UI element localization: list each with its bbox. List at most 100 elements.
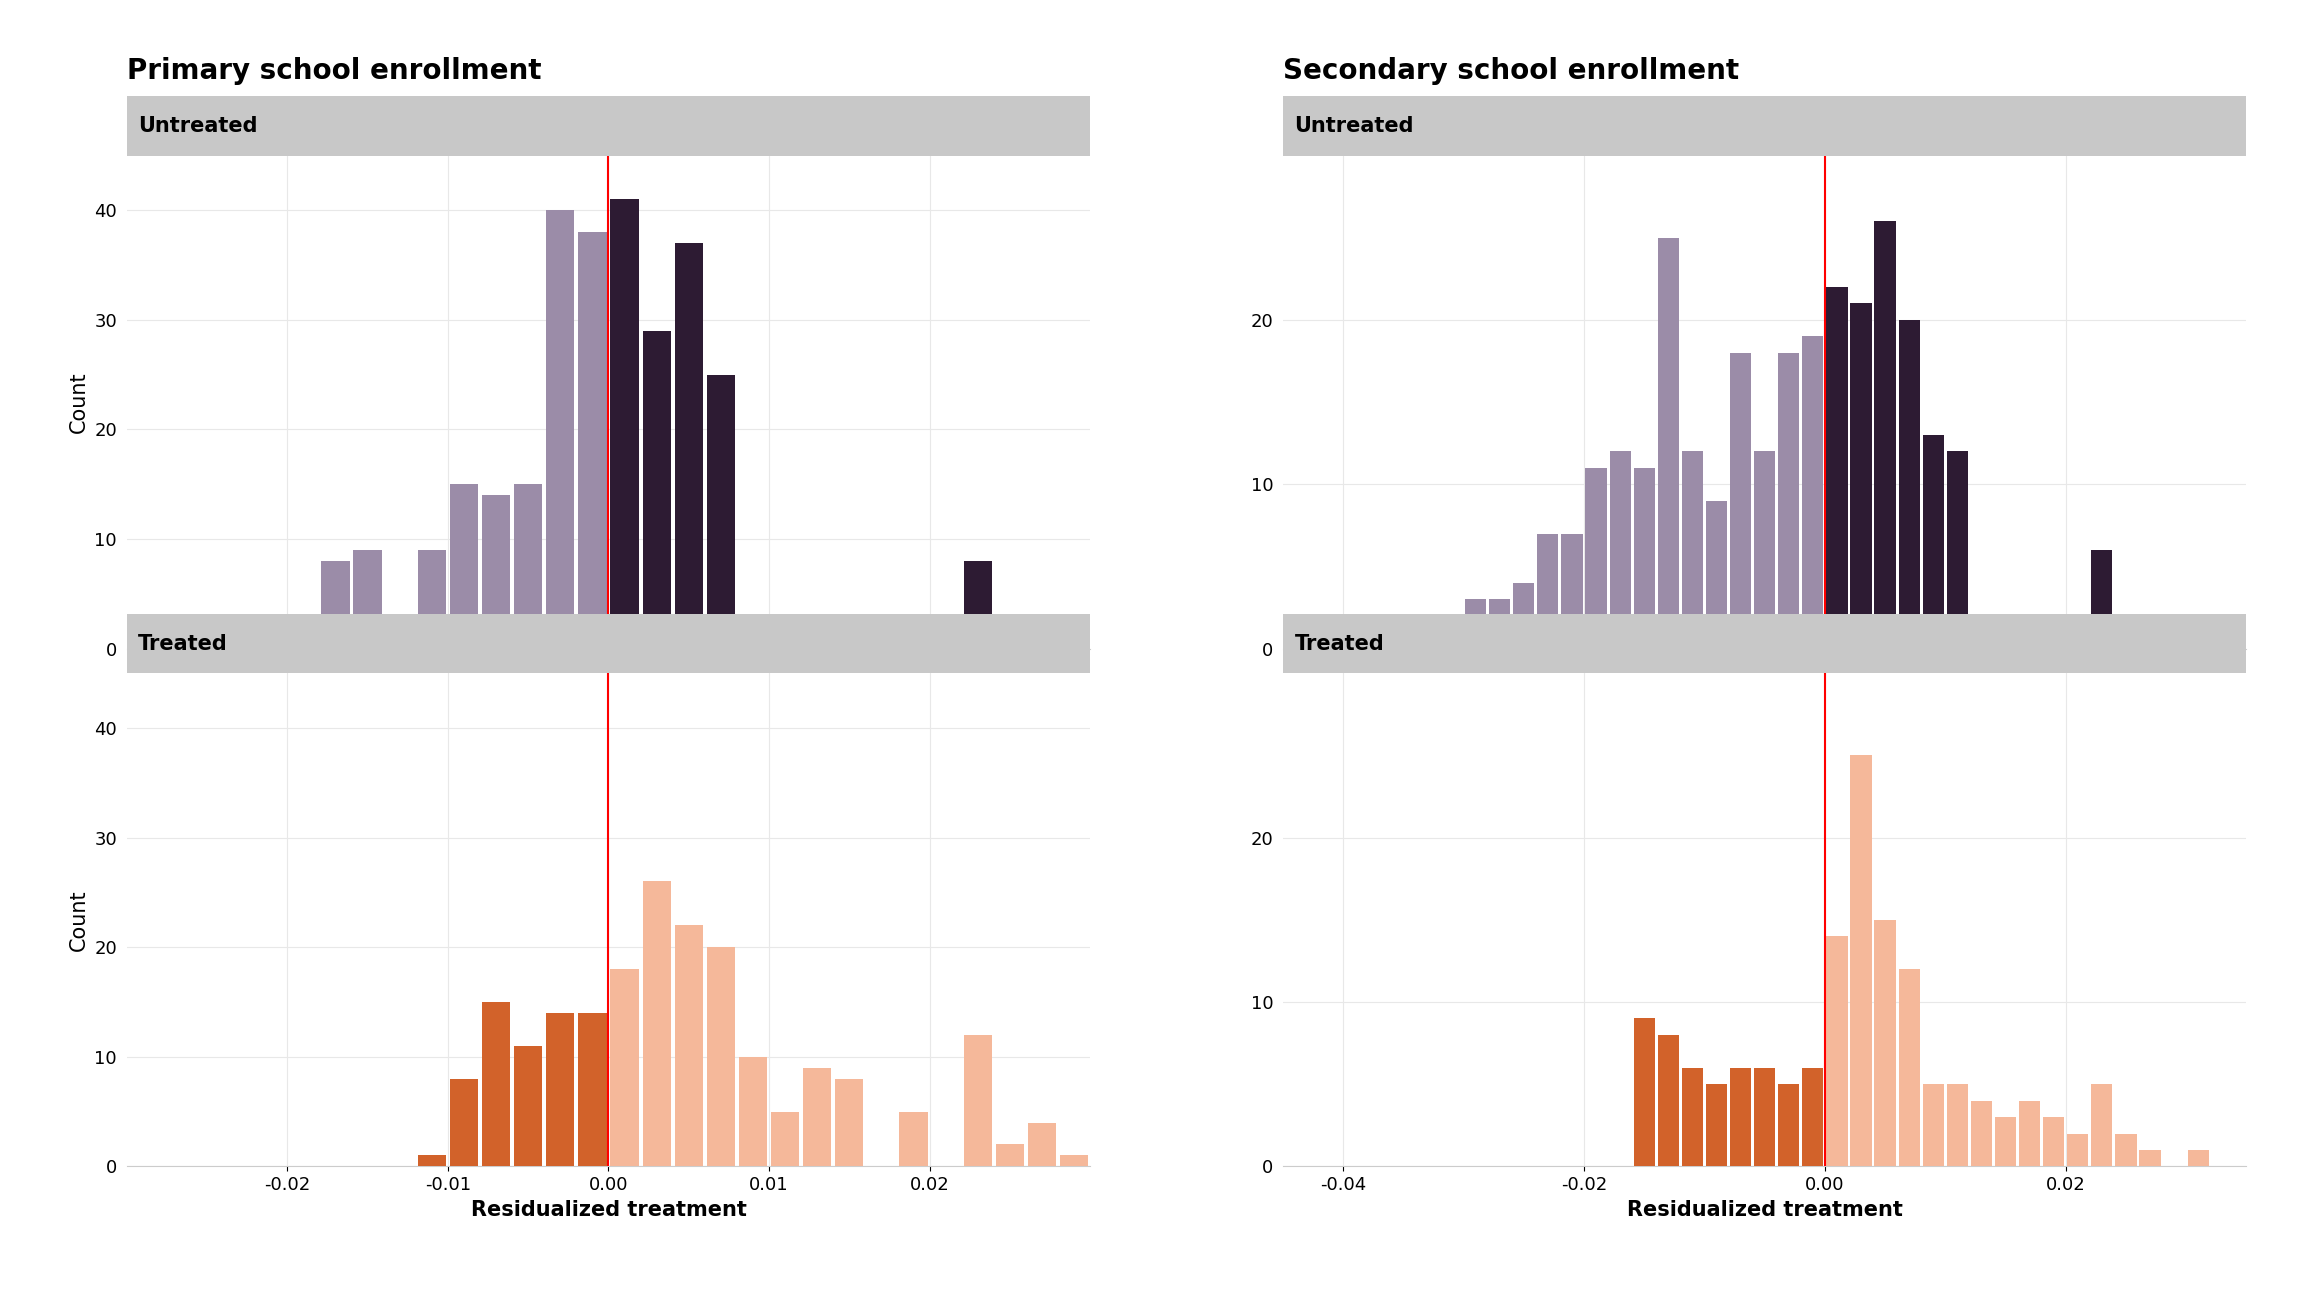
Bar xyxy=(675,925,703,1166)
Bar xyxy=(1922,435,1945,648)
Bar xyxy=(385,616,415,648)
Bar xyxy=(1657,1036,1680,1166)
Bar xyxy=(740,1056,767,1166)
Bar xyxy=(1610,451,1631,648)
Bar xyxy=(611,969,638,1166)
Bar xyxy=(2018,1100,2041,1166)
Bar xyxy=(2067,616,2087,648)
Bar xyxy=(1970,632,1993,648)
Bar xyxy=(1898,320,1919,648)
Bar xyxy=(1682,451,1703,648)
Bar xyxy=(210,638,237,648)
FancyBboxPatch shape xyxy=(127,96,1090,156)
Bar xyxy=(1753,1068,1776,1166)
Bar xyxy=(1802,337,1822,648)
Bar xyxy=(1537,534,1558,648)
Bar xyxy=(2092,550,2113,648)
Bar xyxy=(995,1144,1023,1166)
Bar xyxy=(1634,1019,1654,1166)
Bar xyxy=(1465,599,1486,648)
Text: Primary school enrollment: Primary school enrollment xyxy=(127,57,541,86)
Bar xyxy=(643,330,670,648)
Bar xyxy=(482,1002,509,1166)
Bar xyxy=(963,561,993,648)
Bar xyxy=(578,1013,606,1166)
Bar xyxy=(611,200,638,648)
Bar xyxy=(1898,969,1919,1166)
Bar xyxy=(1779,353,1799,648)
Bar xyxy=(578,232,606,648)
FancyBboxPatch shape xyxy=(1283,614,2246,674)
Bar xyxy=(290,627,318,648)
Bar xyxy=(1947,1085,1968,1166)
Bar xyxy=(836,1078,864,1166)
Bar xyxy=(417,550,447,648)
Bar xyxy=(514,485,541,648)
Bar xyxy=(707,375,735,648)
Bar xyxy=(482,495,509,648)
Bar xyxy=(1753,451,1776,648)
Bar xyxy=(514,1046,541,1166)
Bar xyxy=(1802,1068,1822,1166)
Bar xyxy=(546,1013,574,1166)
Bar xyxy=(675,244,703,648)
Bar xyxy=(740,638,767,648)
Bar xyxy=(1947,451,1968,648)
Bar xyxy=(643,881,670,1166)
Bar xyxy=(2092,1085,2113,1166)
Bar xyxy=(1779,1085,1799,1166)
Bar xyxy=(1850,303,1871,648)
Bar xyxy=(1028,1122,1055,1166)
Bar xyxy=(353,550,382,648)
Bar xyxy=(417,1156,447,1166)
Bar xyxy=(1634,468,1654,648)
Bar xyxy=(1705,500,1728,648)
Bar xyxy=(1970,1100,1993,1166)
X-axis label: Residualized treatment: Residualized treatment xyxy=(1627,1200,1903,1220)
Y-axis label: Count: Count xyxy=(69,371,88,433)
Bar xyxy=(1827,936,1848,1166)
Bar xyxy=(1705,1085,1728,1166)
Text: Secondary school enrollment: Secondary school enrollment xyxy=(1283,57,1740,86)
Bar xyxy=(1875,920,1896,1166)
FancyBboxPatch shape xyxy=(1283,96,2246,156)
Bar xyxy=(1562,534,1583,648)
FancyBboxPatch shape xyxy=(127,614,1090,674)
Bar xyxy=(2115,1134,2136,1166)
Bar xyxy=(449,1078,477,1166)
Bar xyxy=(2067,1134,2087,1166)
Bar xyxy=(1488,599,1511,648)
Bar xyxy=(2186,1150,2210,1166)
Bar xyxy=(1417,616,1438,648)
Bar xyxy=(2140,1150,2161,1166)
Bar xyxy=(1585,468,1606,648)
Bar xyxy=(258,638,286,648)
Bar xyxy=(804,1068,832,1166)
Bar xyxy=(1730,353,1751,648)
X-axis label: Residualized treatment: Residualized treatment xyxy=(470,1200,746,1220)
Text: Treated: Treated xyxy=(138,634,228,653)
Bar xyxy=(1440,616,1463,648)
Text: Treated: Treated xyxy=(1295,634,1385,653)
Bar xyxy=(1850,756,1871,1166)
Bar xyxy=(2044,1117,2064,1166)
Bar xyxy=(1657,237,1680,648)
Bar xyxy=(931,638,961,648)
Bar xyxy=(1995,1117,2016,1166)
Bar xyxy=(1827,286,1848,648)
Bar xyxy=(1060,1156,1087,1166)
Text: Untreated: Untreated xyxy=(1295,115,1415,136)
Bar xyxy=(546,210,574,648)
Bar xyxy=(449,485,477,648)
Bar xyxy=(836,638,864,648)
Y-axis label: Count: Count xyxy=(69,889,88,951)
Bar xyxy=(963,1036,993,1166)
Bar xyxy=(772,1112,799,1166)
Bar xyxy=(1875,222,1896,648)
Text: Untreated: Untreated xyxy=(138,115,258,136)
Bar xyxy=(320,561,350,648)
Bar xyxy=(899,1112,929,1166)
Bar xyxy=(707,947,735,1166)
Bar xyxy=(1346,632,1366,648)
Bar xyxy=(1392,632,1415,648)
